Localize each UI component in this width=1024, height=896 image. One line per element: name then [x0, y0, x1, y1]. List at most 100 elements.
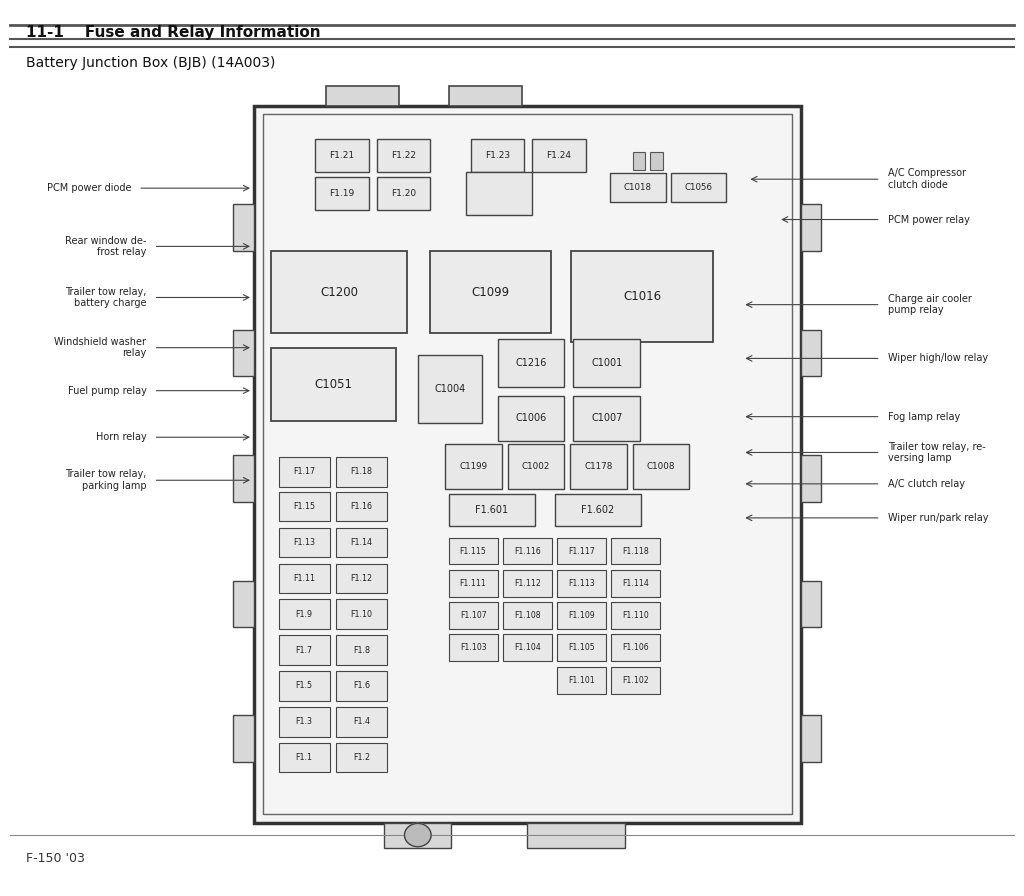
Text: Fuel pump relay: Fuel pump relay [68, 385, 146, 396]
Text: F1.14: F1.14 [350, 538, 373, 547]
Text: 11-1    Fuse and Relay Information: 11-1 Fuse and Relay Information [26, 25, 321, 39]
Text: F1.105: F1.105 [568, 643, 595, 652]
Bar [571, 251, 713, 342]
Bar [233, 581, 254, 627]
Bar [557, 667, 606, 694]
Text: F1.17: F1.17 [293, 467, 315, 477]
Text: F1.10: F1.10 [350, 609, 373, 619]
Text: F1.9: F1.9 [296, 609, 312, 619]
Bar [384, 823, 451, 848]
Bar [508, 444, 564, 489]
Text: C1008: C1008 [647, 462, 675, 471]
Bar [449, 570, 498, 597]
Bar [611, 634, 660, 661]
Text: F1.113: F1.113 [568, 579, 595, 588]
Bar [573, 339, 640, 387]
Text: F1.106: F1.106 [623, 643, 649, 652]
Text: A/C Compressor
clutch diode: A/C Compressor clutch diode [888, 168, 966, 190]
Text: Wiper run/park relay: Wiper run/park relay [888, 513, 988, 523]
Bar [336, 635, 387, 665]
Text: HISSING.COM: HISSING.COM [311, 421, 733, 475]
Bar [610, 173, 666, 202]
Bar [418, 355, 482, 423]
Text: F1.4: F1.4 [353, 717, 370, 727]
Bar [336, 457, 387, 487]
Bar [279, 599, 330, 629]
Bar [498, 396, 564, 441]
Bar [801, 455, 821, 502]
Text: F1.104: F1.104 [514, 643, 541, 652]
Text: C1007: C1007 [591, 413, 623, 424]
Bar [801, 581, 821, 627]
Bar [279, 528, 330, 557]
Bar [557, 570, 606, 597]
Bar [315, 177, 369, 210]
Bar [254, 106, 801, 823]
Text: F1.107: F1.107 [460, 611, 486, 620]
Bar [633, 444, 689, 489]
Bar [449, 494, 535, 526]
Text: C1018: C1018 [624, 183, 652, 193]
Text: Trailer tow relay,
battery charge: Trailer tow relay, battery charge [66, 287, 146, 308]
Text: F1.115: F1.115 [460, 547, 486, 556]
Text: C1178: C1178 [585, 462, 612, 471]
Text: PCM power diode: PCM power diode [46, 183, 131, 194]
Bar [801, 204, 821, 251]
Bar [326, 86, 399, 106]
Text: F1.13: F1.13 [293, 538, 315, 547]
Text: F1.103: F1.103 [460, 643, 486, 652]
Text: C1216: C1216 [515, 358, 547, 368]
Bar [279, 707, 330, 737]
Text: F1.5: F1.5 [296, 681, 312, 691]
Bar [445, 444, 502, 489]
Bar [233, 330, 254, 376]
Bar [271, 251, 407, 333]
Text: F1.116: F1.116 [514, 547, 541, 556]
Bar [279, 457, 330, 487]
Bar [336, 492, 387, 521]
Bar [633, 152, 645, 170]
Bar [498, 339, 564, 387]
Text: F1.22: F1.22 [391, 151, 416, 160]
Text: C1199: C1199 [460, 462, 487, 471]
Text: Trailer tow relay, re-
versing lamp: Trailer tow relay, re- versing lamp [888, 442, 985, 463]
Bar [557, 634, 606, 661]
Bar [532, 139, 586, 172]
Bar [466, 172, 532, 215]
Text: Windshield washer
relay: Windshield washer relay [54, 337, 146, 358]
Bar [336, 743, 387, 772]
Text: F1.102: F1.102 [623, 676, 649, 685]
Bar [650, 152, 663, 170]
Bar [611, 602, 660, 629]
Text: Horn relay: Horn relay [95, 432, 146, 443]
Text: F-150 '03: F-150 '03 [26, 852, 84, 865]
Text: C1002: C1002 [522, 462, 550, 471]
Bar [336, 564, 387, 593]
Bar [449, 86, 522, 106]
Bar [336, 599, 387, 629]
Text: C1016: C1016 [623, 290, 662, 303]
Text: F1.110: F1.110 [623, 611, 649, 620]
Bar [315, 139, 369, 172]
Text: Battery Junction Box (BJB) (14A003): Battery Junction Box (BJB) (14A003) [26, 56, 275, 70]
Bar [233, 204, 254, 251]
Text: F1.108: F1.108 [514, 611, 541, 620]
Bar [503, 602, 552, 629]
Bar [527, 823, 625, 848]
Text: C1001: C1001 [591, 358, 623, 368]
Text: F1.15: F1.15 [293, 502, 315, 512]
Text: F1.2: F1.2 [353, 753, 370, 762]
Bar [557, 538, 606, 564]
Bar [279, 635, 330, 665]
Text: C1004: C1004 [434, 383, 466, 394]
Text: Wiper high/low relay: Wiper high/low relay [888, 353, 988, 364]
Text: F1.114: F1.114 [623, 579, 649, 588]
Bar [611, 538, 660, 564]
Bar [430, 251, 551, 333]
Bar [570, 444, 627, 489]
Text: F1.101: F1.101 [568, 676, 595, 685]
Bar [279, 671, 330, 701]
Text: A/C clutch relay: A/C clutch relay [888, 478, 965, 489]
Bar [336, 528, 387, 557]
Text: Charge air cooler
pump relay: Charge air cooler pump relay [888, 294, 972, 315]
